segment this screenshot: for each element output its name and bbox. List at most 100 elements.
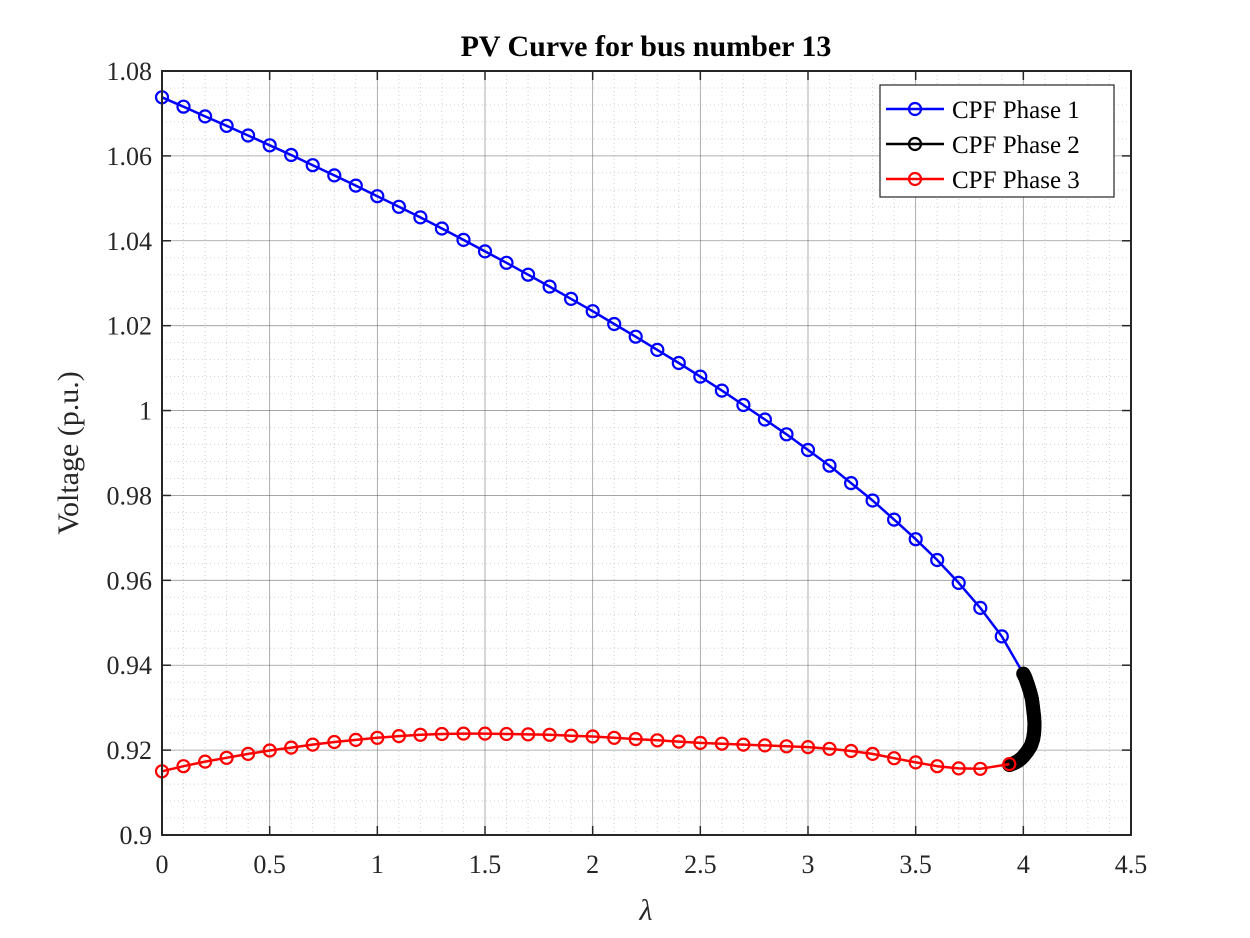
- data-point: [800, 442, 816, 458]
- data-point: [176, 759, 191, 774]
- data-point: [951, 575, 966, 591]
- data-point: [370, 730, 385, 745]
- data-point: [736, 397, 751, 413]
- data-point: [930, 552, 945, 568]
- data-point: [327, 168, 342, 183]
- y-tick-label: 1.06: [107, 142, 153, 171]
- data-point: [284, 147, 299, 163]
- data-point: [886, 751, 902, 766]
- data-point: [908, 755, 923, 770]
- series-3: [154, 726, 1017, 779]
- data-point: [413, 210, 428, 225]
- y-axis-ticks: 0.9 0.92 0.94 0.96 0.98 1 1.02 1.04 1.06 1.08: [107, 57, 1131, 850]
- y-tick-label: 1.04: [107, 227, 153, 256]
- y-tick-label: 0.98: [107, 481, 153, 510]
- data-point: [736, 737, 751, 752]
- data-point: [1002, 756, 1017, 772]
- series-line: [161, 96, 1025, 675]
- data-point: [886, 512, 902, 527]
- data-point: [542, 727, 557, 742]
- data-point: [843, 743, 859, 759]
- legend-entry: CPF Phase 1: [886, 97, 1080, 124]
- chart-title: PV Curve for bus number 13: [461, 30, 832, 63]
- data-point: [198, 754, 213, 769]
- x-tick-label: 0: [156, 850, 169, 879]
- data-point: [176, 99, 191, 114]
- data-point: [520, 267, 536, 282]
- data-point: [284, 740, 299, 755]
- data-point: [973, 761, 988, 776]
- legend-marker: [907, 136, 923, 152]
- x-axis-ticks: 0 0.5 1 1.5 2 2.5 3 3.5 4 4.5: [156, 71, 1148, 879]
- y-axis-label: Voltage (p.u.): [52, 371, 85, 535]
- data-point: [305, 737, 320, 752]
- data-point: [693, 735, 708, 751]
- data-point: [865, 746, 880, 762]
- data-point: [434, 726, 449, 742]
- data-point: [305, 158, 320, 173]
- data-point: [671, 734, 686, 749]
- data-point: [607, 316, 622, 332]
- data-point: [241, 128, 256, 143]
- data-point: [714, 383, 730, 398]
- data-point: [757, 412, 773, 427]
- x-tick-label: 3: [802, 850, 815, 879]
- data-point: [563, 728, 579, 743]
- legend-entry: CPF Phase 3: [886, 167, 1080, 194]
- minor-grid: [162, 71, 1131, 835]
- data-point: [671, 355, 686, 371]
- data-point: [241, 746, 256, 762]
- data-point: [714, 736, 730, 751]
- data-point: [262, 138, 277, 153]
- data-point: [542, 279, 557, 294]
- y-tick-label: 1.02: [107, 312, 153, 341]
- data-point: [563, 291, 579, 306]
- data-point: [693, 369, 708, 384]
- data-point: [800, 739, 816, 755]
- data-point: [520, 727, 536, 742]
- x-axis-label: λ: [639, 894, 653, 927]
- data-point: [198, 109, 213, 124]
- data-point: [628, 731, 643, 747]
- x-tick-label: 4: [1017, 850, 1030, 879]
- data-point: [391, 728, 406, 744]
- series-1: [154, 90, 1025, 675]
- x-tick-label: 2.5: [684, 850, 717, 879]
- data-point: [499, 255, 514, 270]
- data-point: [930, 759, 945, 774]
- data-point: [434, 221, 449, 236]
- data-point: [628, 329, 643, 344]
- data-point: [779, 427, 794, 442]
- legend: CPF Phase 1 CPF Phase 2 CPF Phase 3: [879, 84, 1115, 198]
- data-point: [865, 493, 880, 508]
- data-point: [262, 743, 277, 758]
- data-point: [456, 232, 471, 247]
- data-point: [585, 304, 600, 319]
- data-point: [757, 738, 773, 753]
- data-point: [327, 734, 342, 750]
- x-tick-label: 0.5: [253, 850, 286, 879]
- data-point: [477, 244, 493, 259]
- data-point: [348, 178, 363, 193]
- plot-area: [162, 71, 1131, 835]
- data-point: [585, 729, 600, 744]
- data-point: [607, 730, 622, 745]
- data-point: [973, 600, 988, 616]
- legend-label: CPF Phase 3: [952, 167, 1080, 194]
- series-layer: [154, 90, 1042, 779]
- y-tick-label: 0.92: [107, 736, 153, 765]
- data-point: [822, 741, 837, 756]
- x-tick-label: 1.5: [469, 850, 502, 879]
- data-point: [994, 629, 1009, 644]
- data-point: [499, 726, 514, 742]
- data-point: [779, 739, 794, 754]
- y-tick-label: 1.08: [107, 57, 153, 86]
- x-tick-label: 2: [586, 850, 599, 879]
- plot-frame: [161, 70, 1132, 836]
- data-point: [370, 189, 385, 204]
- x-tick-label: 4.5: [1115, 850, 1148, 879]
- data-point: [219, 750, 234, 765]
- data-point: [650, 733, 665, 748]
- legend-marker: [907, 171, 923, 187]
